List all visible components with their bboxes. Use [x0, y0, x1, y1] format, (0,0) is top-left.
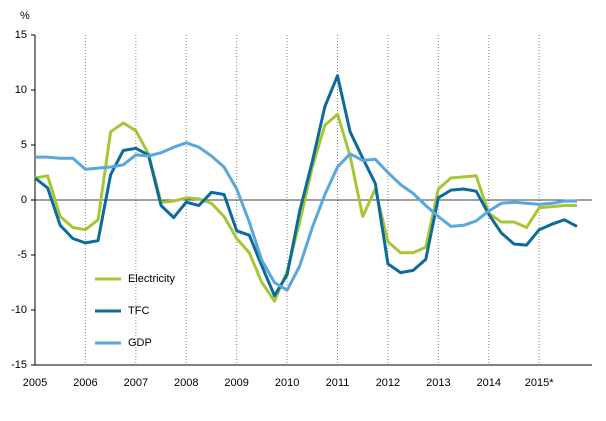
x-tick-label: 2006 [73, 377, 97, 389]
x-tick-label: 2012 [376, 377, 400, 389]
series-line [34, 74, 578, 298]
x-tick-label: 2014 [477, 377, 501, 389]
x-tick-label: 2011 [326, 377, 350, 389]
series-line [35, 141, 577, 292]
x-tick-label: 2008 [174, 377, 198, 389]
y-tick-label: -10 [11, 304, 27, 316]
y-tick-label: 5 [21, 139, 27, 151]
x-tick-label: 2009 [224, 377, 248, 389]
x-tick-label: 2010 [275, 377, 299, 389]
x-tick-label: 2005 [23, 377, 47, 389]
y-tick-label: 0 [21, 194, 27, 206]
series-line [34, 112, 577, 303]
x-tick-label: 2015* [525, 377, 554, 389]
legend-label: TFC [128, 305, 149, 317]
x-tick-label: 2013 [426, 377, 450, 389]
x-tick-label: 2007 [124, 377, 148, 389]
y-tick-label: -5 [17, 249, 27, 261]
y-tick-label: -15 [11, 359, 27, 371]
y-tick-label: 10 [15, 84, 27, 96]
y-tick-label: 15 [15, 29, 27, 41]
legend-label: Electricity [128, 273, 176, 285]
legend-label: GDP [128, 337, 152, 349]
y-axis-unit: % [20, 10, 30, 22]
